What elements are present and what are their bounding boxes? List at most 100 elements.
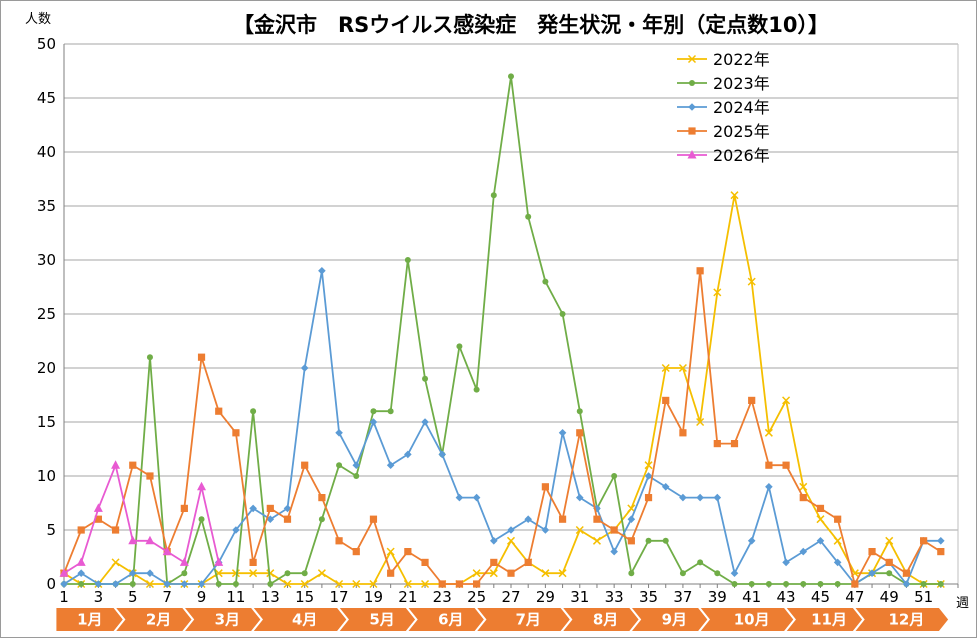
point-s2-w52 (937, 581, 944, 587)
x-tick-label-19: 19 (364, 588, 383, 606)
point-s5-w6 (145, 535, 155, 545)
point-s3-w14 (283, 504, 292, 513)
month-label-5: 5月 (369, 611, 394, 629)
point-s2-w18 (353, 473, 360, 479)
x-tick-label-1: 1 (59, 588, 69, 606)
point-s2-w40 (731, 581, 738, 587)
point-s1-w29 (541, 569, 550, 578)
point-s3-w16 (318, 267, 326, 275)
point-s4-w4 (111, 526, 120, 534)
point-s5-w3 (93, 503, 103, 512)
point-s2-w16 (318, 516, 325, 523)
point-s2-w29 (542, 278, 549, 285)
series-5 (59, 460, 224, 577)
point-s3-w17 (335, 429, 343, 437)
point-s4-w6 (146, 472, 154, 480)
point-s3-w6 (146, 569, 154, 577)
point-s3-w20 (386, 461, 395, 469)
point-s4-w33 (610, 526, 618, 534)
point-s1-w4 (111, 558, 120, 567)
point-s1-w32 (592, 536, 601, 545)
x-tick-label-3: 3 (94, 588, 104, 606)
x-tick-label-23: 23 (433, 588, 452, 606)
point-s2-w51 (920, 581, 927, 587)
point-s2-w45 (817, 581, 824, 587)
point-s2-w13 (267, 581, 274, 587)
point-s4-w41 (748, 396, 756, 404)
point-s5-w7 (162, 546, 172, 556)
point-s2-w41 (748, 581, 755, 587)
point-s1-w39 (713, 288, 722, 297)
point-s3-w32 (593, 504, 601, 513)
point-s3-w45 (816, 537, 825, 545)
grid (64, 43, 958, 531)
point-s4-w12 (249, 558, 257, 566)
point-s4-w35 (644, 494, 653, 502)
point-s1-w20 (386, 547, 395, 556)
point-s2-w22 (422, 375, 429, 382)
legend-label-5: 2026年 (713, 146, 770, 165)
point-s3-w21 (404, 450, 412, 459)
y-tick-label-5: 5 (46, 521, 56, 539)
series-line-1 (63, 194, 941, 585)
point-s4-w44 (799, 494, 807, 502)
x-tick-label-25: 25 (467, 588, 486, 606)
point-s4-w14 (283, 515, 292, 523)
point-s1-w42 (764, 428, 773, 437)
point-s5-w9 (197, 481, 207, 491)
point-s3-w9 (197, 580, 206, 588)
legend: 2022年 2023年 2024年 2025年 2026年 (677, 50, 770, 165)
point-s4-w16 (318, 494, 326, 502)
x-axis-unit: 週 (956, 596, 969, 611)
point-s2-w21 (404, 257, 411, 263)
point-s3-w34 (627, 515, 636, 523)
point-s1-w16 (317, 569, 326, 578)
point-s1-w41 (747, 277, 756, 286)
x-tick-label-43: 43 (777, 588, 796, 606)
point-s1-w12 (249, 569, 258, 578)
point-s4-w38 (696, 267, 704, 275)
point-s2-w11 (232, 581, 239, 587)
point-s1-w45 (816, 515, 825, 524)
point-s4-w36 (662, 396, 670, 404)
x-tick-label-29: 29 (536, 588, 555, 606)
point-s1-w21 (403, 579, 412, 589)
point-s3-w8 (180, 580, 189, 588)
point-s1-w40 (730, 191, 739, 200)
point-s3-w28 (524, 515, 532, 523)
point-s4-w22 (421, 558, 429, 566)
y-tick-label-50: 50 (37, 35, 56, 53)
point-s3-w27 (507, 526, 515, 534)
point-s4-w48 (868, 548, 876, 556)
month-label-8: 8月 (593, 611, 618, 629)
x-tick-label-11: 11 (226, 588, 245, 606)
legend-marker-4 (688, 127, 696, 135)
point-s2-w33 (611, 473, 618, 479)
point-s4-w5 (129, 461, 137, 469)
point-s5-w10 (214, 557, 224, 566)
point-s2-w10 (215, 581, 222, 587)
point-s4-w15 (301, 461, 309, 469)
point-s4-w32 (593, 515, 601, 523)
legend-marker-3 (688, 103, 696, 111)
point-s1-w11 (231, 569, 240, 578)
x-tick-label-7: 7 (162, 588, 172, 606)
point-s3-w25 (472, 493, 481, 502)
point-s1-w18 (352, 579, 361, 589)
month-label-3: 3月 (215, 611, 240, 629)
point-s2-w12 (250, 408, 257, 415)
point-s2-w28 (525, 213, 532, 220)
point-s3-w41 (747, 537, 756, 545)
y-tick-label-45: 45 (37, 89, 56, 107)
point-s3-w19 (369, 418, 378, 426)
legend-label-1: 2022年 (713, 50, 770, 69)
point-s1-w34 (627, 504, 636, 513)
point-s4-w51 (920, 537, 928, 545)
x-tick-label-39: 39 (708, 588, 727, 606)
legend-label-3: 2024年 (713, 98, 770, 117)
point-s2-w19 (370, 408, 377, 415)
x-tick-label-17: 17 (330, 588, 349, 606)
point-s1-w35 (644, 461, 653, 470)
point-s4-w43 (782, 461, 790, 469)
